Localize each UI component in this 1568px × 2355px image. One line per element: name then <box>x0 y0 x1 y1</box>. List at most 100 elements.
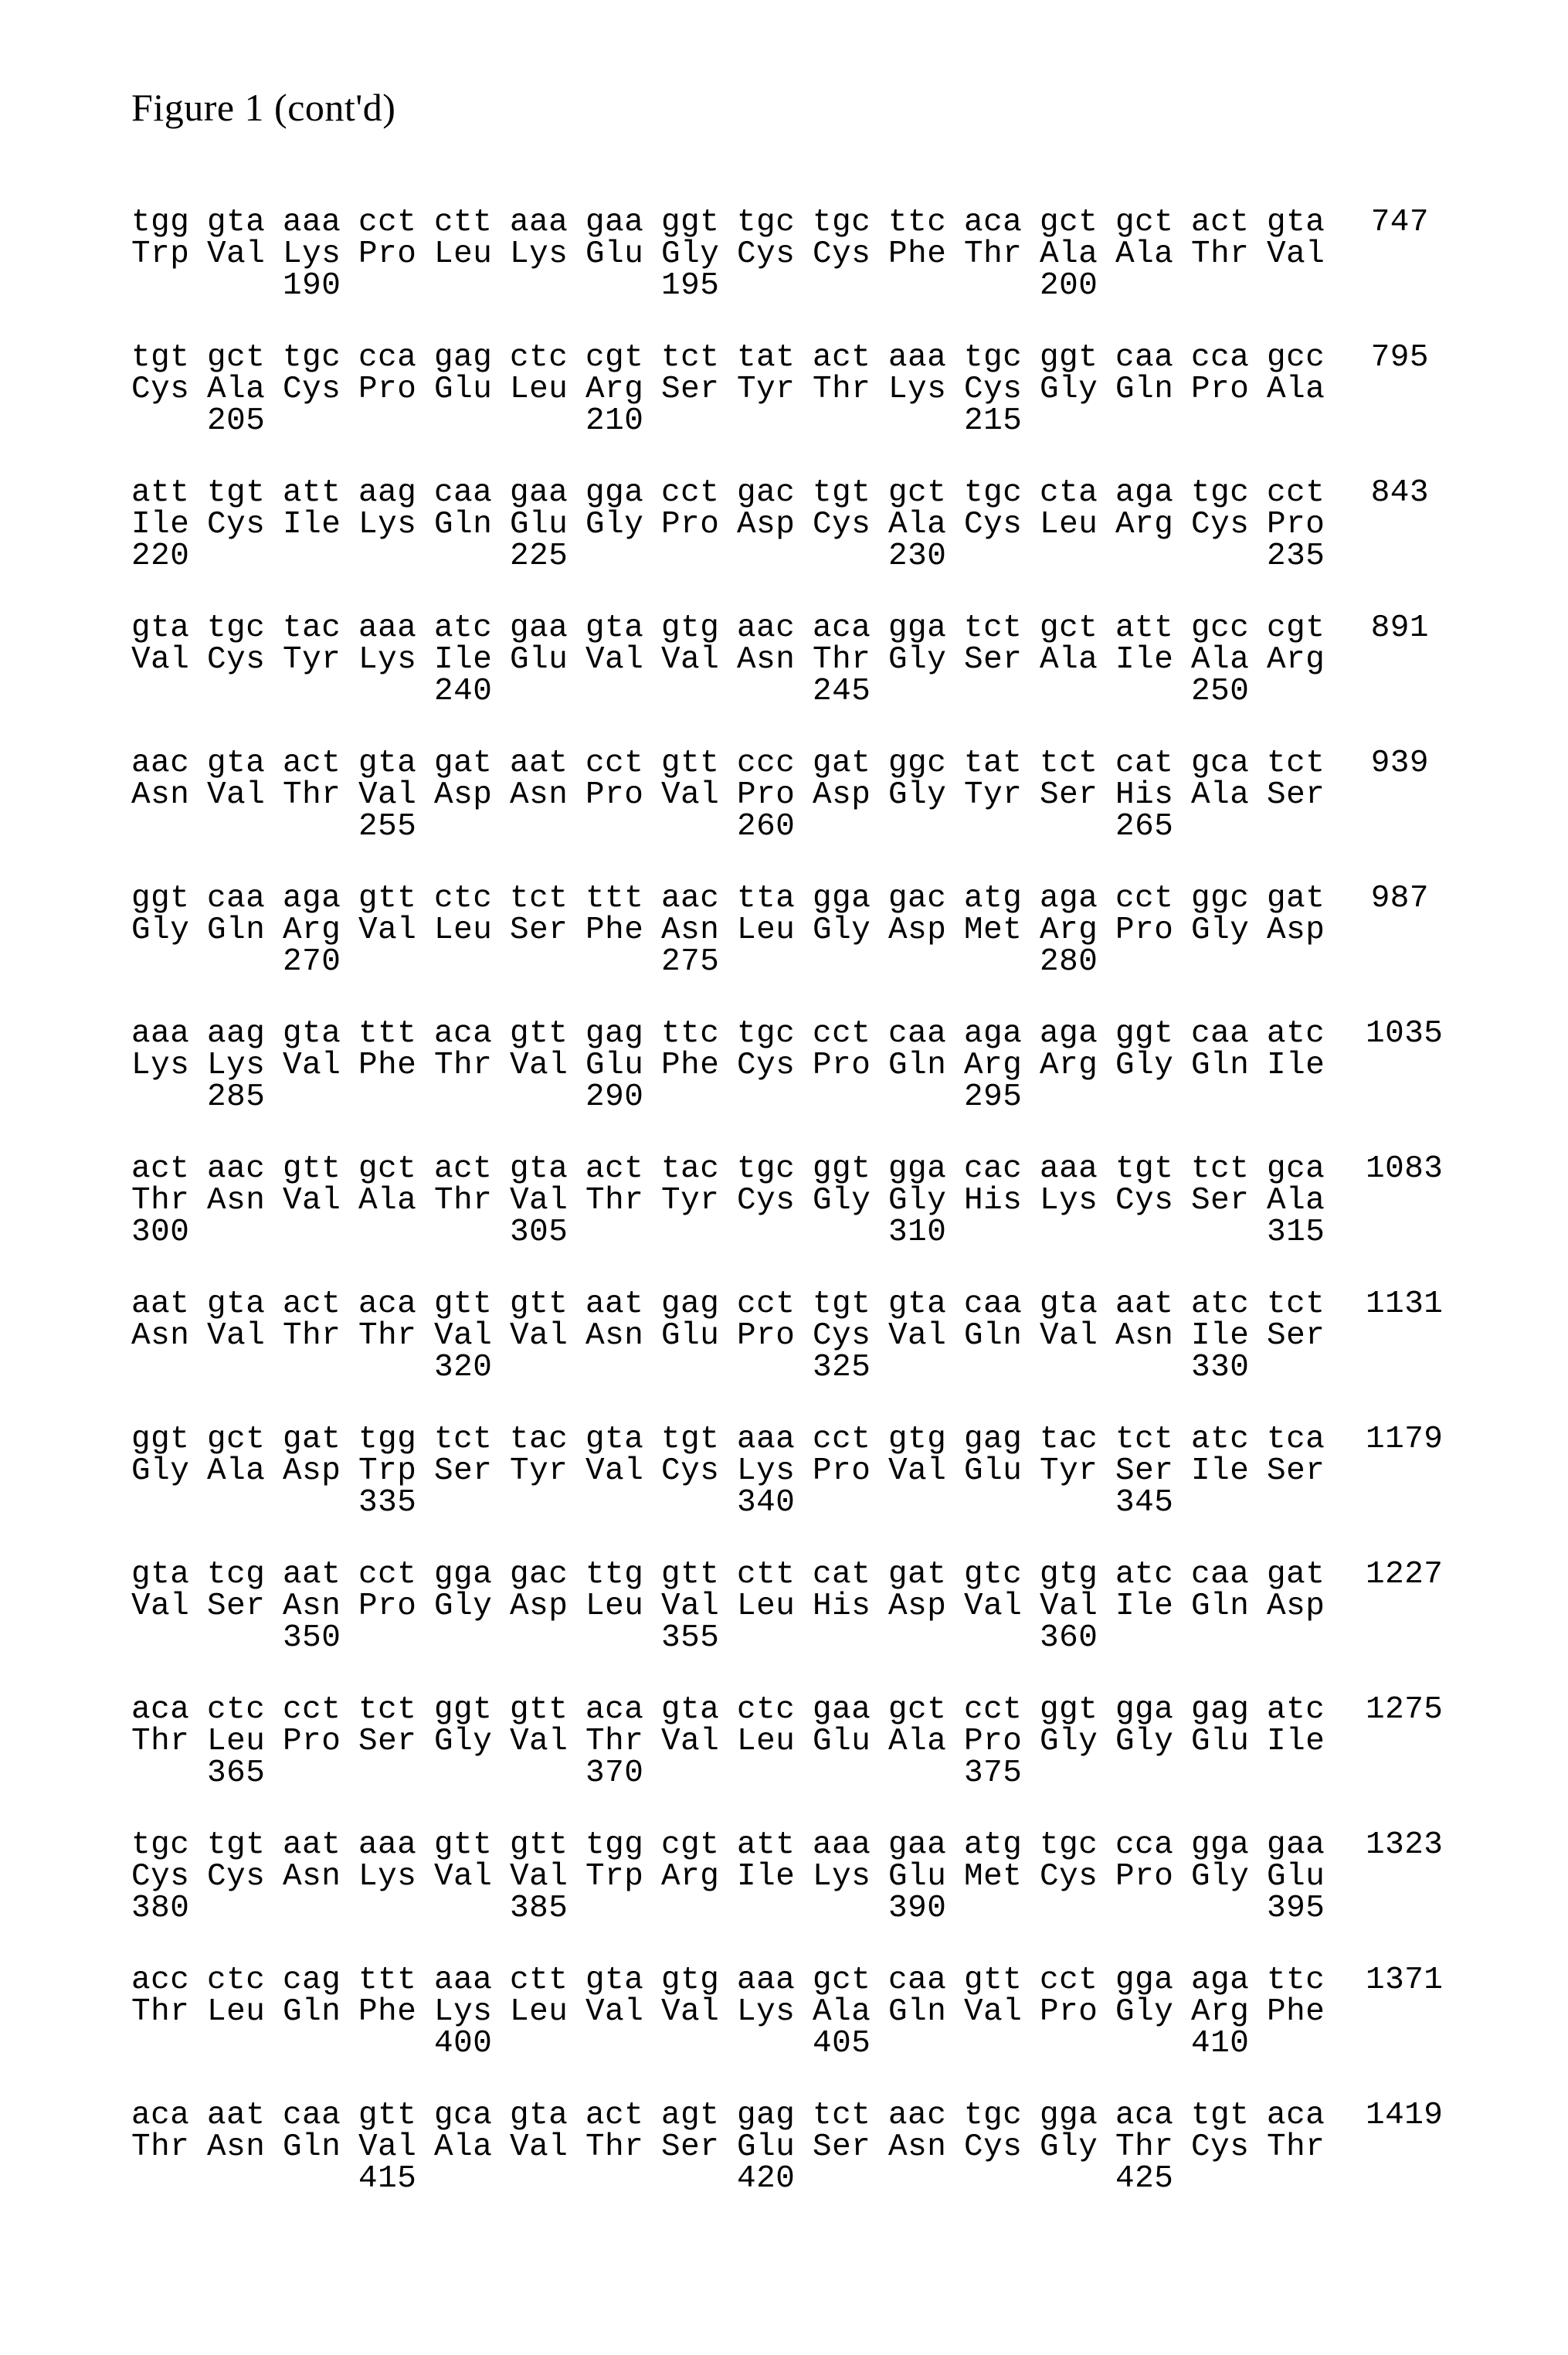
amino-acid: Asp <box>888 1591 964 1623</box>
amino-acid: Lys <box>434 1996 510 2028</box>
codon: aaa <box>283 207 358 239</box>
amino-acid: Phe <box>358 1996 434 2028</box>
position-number <box>1040 2028 1115 2060</box>
position-number <box>510 811 585 843</box>
amino-acid: Trp <box>585 1861 661 1893</box>
position-number: 290 <box>585 1082 661 1113</box>
position-number <box>661 406 737 437</box>
codon: aca <box>131 1694 207 1726</box>
amino-acid: Pro <box>585 780 661 811</box>
position-number <box>1267 1758 1342 1789</box>
codon: gag <box>585 1018 661 1050</box>
position-number <box>813 811 888 843</box>
position-number <box>207 2163 283 2195</box>
codon: act <box>434 1154 510 1185</box>
nucleotide-row: ggtcaaagagttctctcttttaacttaggagacatgagac… <box>131 883 1429 915</box>
codon: cct <box>283 1694 358 1726</box>
codon: gag <box>1191 1694 1267 1726</box>
codon: gtt <box>510 1289 585 1320</box>
position-number <box>813 270 888 302</box>
position-row: 350355360 <box>131 1623 1429 1654</box>
position-number <box>434 811 510 843</box>
codon: tgt <box>1115 1154 1191 1185</box>
codon: ttt <box>585 883 661 915</box>
amino-acid-row: GlyGlnArgValLeuSerPheAsnLeuGlyAspMetArgP… <box>131 915 1429 946</box>
codon: gga <box>1040 2100 1115 2132</box>
codon: gtt <box>434 1289 510 1320</box>
amino-acid: Ala <box>358 1185 434 1217</box>
position-number <box>510 1758 585 1789</box>
amino-acid: Cys <box>737 239 813 270</box>
codon: cct <box>358 1559 434 1591</box>
codon: tct <box>813 2100 888 2132</box>
amino-acid: Ser <box>1040 780 1115 811</box>
codon: gta <box>131 1559 207 1591</box>
amino-acid: Val <box>661 644 737 676</box>
codon: aaa <box>813 1830 888 1861</box>
codon: atg <box>964 883 1040 915</box>
codon: gga <box>1191 1830 1267 1861</box>
amino-acid: Thr <box>585 2132 661 2163</box>
amino-acid: Thr <box>964 239 1040 270</box>
amino-acid: Lys <box>283 239 358 270</box>
codon: gat <box>1267 883 1342 915</box>
position-number <box>737 676 813 708</box>
codon: tat <box>964 748 1040 780</box>
position-number <box>1191 1758 1267 1789</box>
codon: tac <box>283 613 358 644</box>
amino-acid: Gln <box>1115 374 1191 406</box>
codon: gtg <box>1040 1559 1115 1591</box>
codon: tgt <box>661 1424 737 1456</box>
position-number <box>1040 1352 1115 1384</box>
amino-acid: Ala <box>888 509 964 541</box>
codon: aac <box>207 1154 283 1185</box>
amino-acid: His <box>813 1591 888 1623</box>
codon: gta <box>1040 1289 1115 1320</box>
codon: gct <box>207 342 283 374</box>
position-number <box>434 2163 510 2195</box>
amino-acid-row: ThrAsnValAlaThrValThrTyrCysGlyGlyHisLysC… <box>131 1185 1429 1217</box>
codon: gaa <box>813 1694 888 1726</box>
codon: gct <box>1040 613 1115 644</box>
amino-acid: Pro <box>358 1591 434 1623</box>
amino-acid: Pro <box>1040 1996 1115 2028</box>
amino-acid: Val <box>585 1996 661 2028</box>
position-number <box>888 2028 964 2060</box>
amino-acid: Cys <box>1191 509 1267 541</box>
amino-acid: Val <box>661 1591 737 1623</box>
position-number <box>1040 676 1115 708</box>
amino-acid: Met <box>964 915 1040 946</box>
codon: caa <box>964 1289 1040 1320</box>
codon: gta <box>585 1965 661 1996</box>
amino-acid: Arg <box>1115 509 1191 541</box>
codon: aag <box>207 1018 283 1050</box>
position-number: 250 <box>1191 676 1267 708</box>
amino-acid: Val <box>207 1320 283 1352</box>
amino-acid-row: ThrAsnGlnValAlaValThrSerGluSerAsnCysGlyT… <box>131 2132 1429 2163</box>
codon: caa <box>283 2100 358 2132</box>
amino-acid: Val <box>888 1456 964 1487</box>
codon: gga <box>1115 1694 1191 1726</box>
amino-acid: Val <box>283 1050 358 1082</box>
codon: cct <box>358 207 434 239</box>
amino-acid: Gly <box>585 509 661 541</box>
position-number <box>283 811 358 843</box>
amino-acid: Gln <box>888 1996 964 2028</box>
position-number: 390 <box>888 1893 964 1925</box>
codon: ctt <box>510 1965 585 1996</box>
amino-acid-row: ThrLeuGlnPheLysLeuValValLysAlaGlnValProG… <box>131 1996 1429 2028</box>
position-number <box>358 541 434 573</box>
amino-acid: Glu <box>813 1726 888 1758</box>
amino-acid: Ser <box>1267 1456 1342 1487</box>
amino-acid: Gly <box>888 1185 964 1217</box>
amino-acid: Lys <box>358 644 434 676</box>
amino-acid: Glu <box>434 374 510 406</box>
codon: gtc <box>964 1559 1040 1591</box>
position-row: 255260265 <box>131 811 1429 843</box>
nucleotide-row: atttgtattaagcaagaaggacctgactgtgcttgcctaa… <box>131 477 1429 509</box>
position-number <box>1115 1217 1191 1249</box>
amino-acid-row: AsnValThrThrValValAsnGluProCysValGlnValA… <box>131 1320 1429 1352</box>
amino-acid: Ala <box>813 1996 888 2028</box>
codon: aga <box>964 1018 1040 1050</box>
nucleotide-row: gtatgctacaaaatcgaagtagtgaacacaggatctgcta… <box>131 613 1429 644</box>
